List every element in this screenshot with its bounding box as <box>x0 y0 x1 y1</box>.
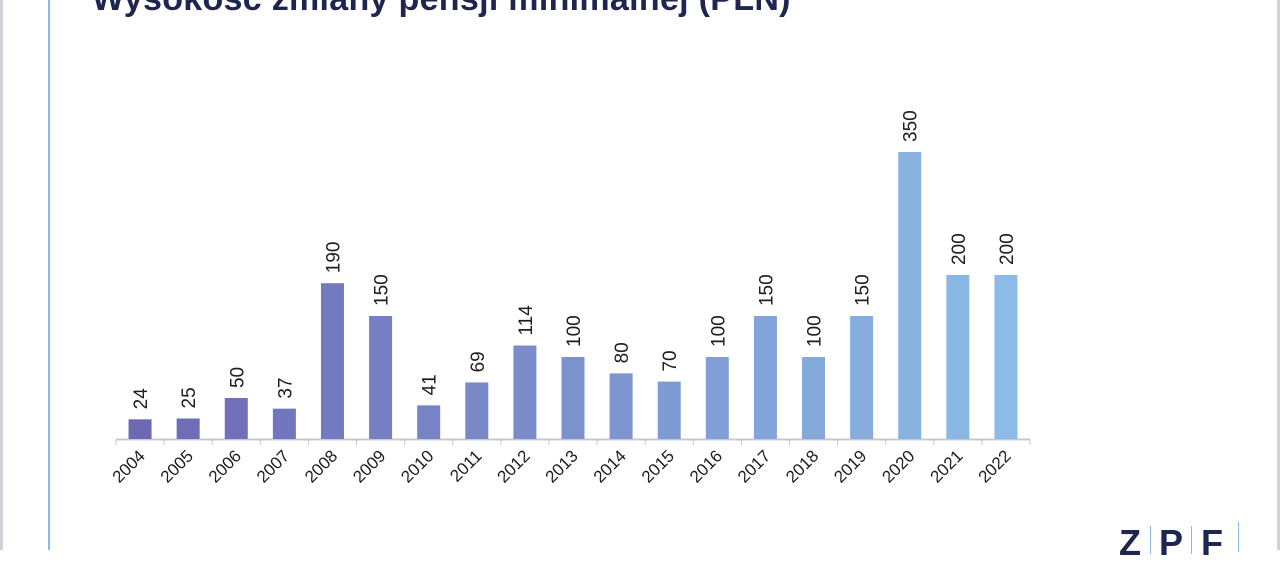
bar-2013 <box>561 357 585 439</box>
data-label-2018: 100 <box>805 315 826 347</box>
bar-2022 <box>994 275 1018 439</box>
zpf-logo: Z P F <box>1110 522 1239 563</box>
data-label-2021: 200 <box>949 233 970 265</box>
data-label-2016: 100 <box>708 315 729 347</box>
x-tick-label-2014: 2014 <box>590 446 630 486</box>
data-label-2020: 350 <box>901 110 922 142</box>
logo-divider <box>1150 526 1151 554</box>
x-tick-label-2013: 2013 <box>542 446 582 486</box>
x-tick-label-2006: 2006 <box>205 446 245 486</box>
logo-letter: P <box>1158 522 1183 563</box>
chart-title: Wysokość zmiany pensji minimalnej (PLN) <box>92 0 791 19</box>
x-tick-label-2007: 2007 <box>253 446 293 486</box>
x-tick-label-2016: 2016 <box>686 446 726 486</box>
bar-2018 <box>802 357 826 439</box>
bar-2016 <box>705 357 729 439</box>
bar-2019 <box>850 316 874 439</box>
logo-letter: Z <box>1119 522 1141 563</box>
data-label-2009: 150 <box>372 274 393 306</box>
data-label-2004: 24 <box>131 388 152 410</box>
x-tick-label-2004: 2004 <box>109 446 149 486</box>
bar-2014 <box>609 373 633 439</box>
x-tick-label-2012: 2012 <box>494 446 534 486</box>
x-tick-label-2020: 2020 <box>878 446 918 486</box>
data-label-2019: 150 <box>853 274 874 306</box>
data-label-2012: 114 <box>516 305 537 336</box>
bar-2020 <box>898 152 922 439</box>
data-label-2011: 69 <box>468 351 489 372</box>
logo-divider <box>1238 522 1239 552</box>
x-tick-label-2019: 2019 <box>830 446 870 486</box>
bar-2009 <box>369 316 393 439</box>
data-label-2017: 150 <box>756 274 777 306</box>
bar-2005 <box>176 418 200 439</box>
data-label-2006: 50 <box>227 367 248 388</box>
logo-divider <box>1191 526 1192 554</box>
x-tick-label-2011: 2011 <box>446 446 485 485</box>
data-label-2007: 37 <box>275 378 296 399</box>
bar-2011 <box>465 382 489 439</box>
data-label-2014: 80 <box>612 342 633 363</box>
x-tick-label-2022: 2022 <box>975 446 1015 486</box>
bar-2015 <box>657 381 681 439</box>
x-tick-label-2018: 2018 <box>782 446 822 486</box>
x-tick-label-2017: 2017 <box>734 446 774 486</box>
bar-2010 <box>417 405 441 439</box>
bar-2012 <box>513 345 537 439</box>
logo-letter: F <box>1201 522 1223 563</box>
x-tick-label-2008: 2008 <box>301 446 341 486</box>
bar-2008 <box>320 283 344 439</box>
data-label-2013: 100 <box>564 315 585 347</box>
data-label-2022: 200 <box>997 233 1018 265</box>
frame-right-border <box>1277 0 1280 550</box>
data-label-2005: 25 <box>179 387 200 408</box>
data-label-2015: 70 <box>660 350 681 371</box>
frame-left-border <box>0 0 3 550</box>
x-tick-label-2021: 2021 <box>926 446 966 486</box>
bar-2021 <box>946 275 970 439</box>
x-tick-label-2005: 2005 <box>157 446 197 486</box>
bar-2007 <box>272 408 296 439</box>
bar-chart: 24 2004 25 2005 50 2006 37 2007 190 2008 150 2009 41… <box>109 110 1031 487</box>
data-label-2008: 190 <box>323 241 344 273</box>
x-tick-label-2009: 2009 <box>349 446 389 486</box>
accent-line <box>48 0 50 550</box>
bar-2004 <box>128 419 152 439</box>
x-tick-label-2015: 2015 <box>638 446 678 486</box>
bar-2017 <box>753 316 777 439</box>
bar-2006 <box>224 398 248 439</box>
data-label-2010: 41 <box>420 374 441 395</box>
x-tick-label-2010: 2010 <box>397 446 437 486</box>
